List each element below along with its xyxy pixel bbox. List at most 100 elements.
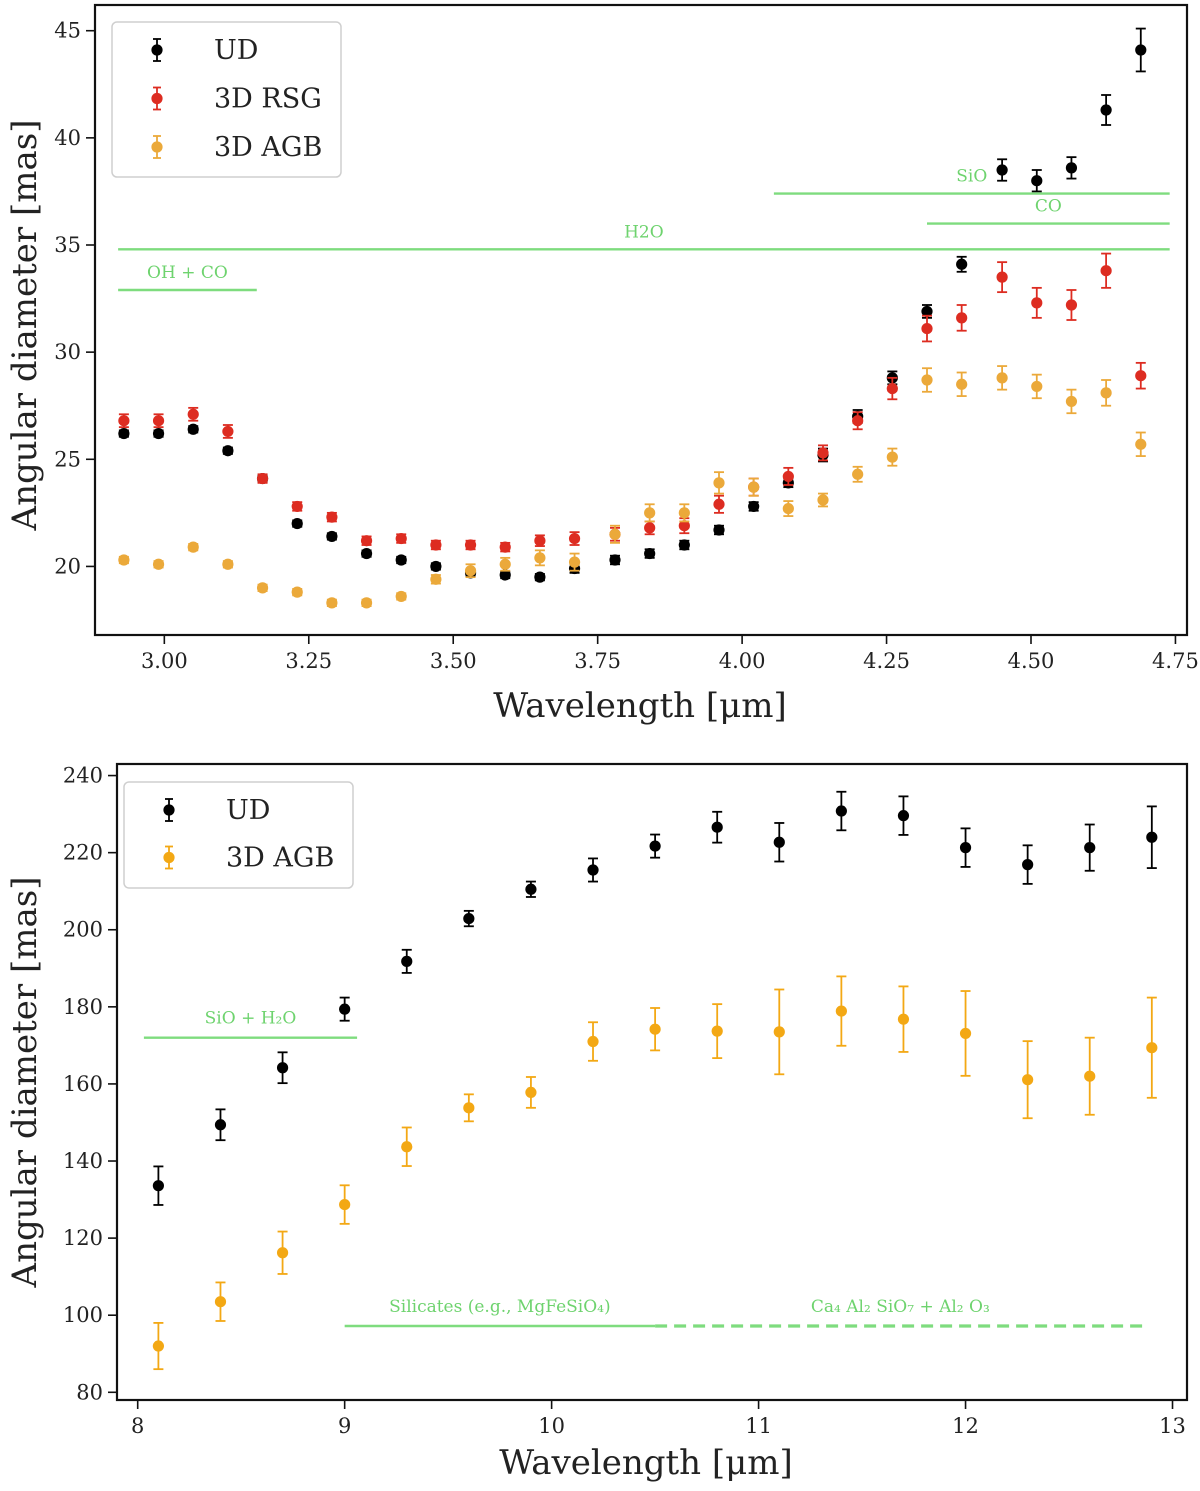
marks-bottom (152, 790, 1158, 1371)
y-tick-label: 180 (63, 995, 103, 1019)
legend-marker (163, 851, 175, 864)
data-point (360, 547, 373, 560)
data-point (996, 164, 1008, 176)
data-point (499, 569, 511, 581)
data-point (395, 554, 407, 566)
data-point (748, 481, 760, 493)
data-point (276, 1062, 289, 1074)
x-tick-label: 11 (745, 1414, 772, 1438)
data-point (1146, 831, 1158, 843)
data-point (401, 1141, 413, 1153)
data-point (430, 560, 442, 573)
band-label: Ca₄ Al₂ SiO₇ + Al₂ O₃ (811, 1297, 990, 1317)
data-point (678, 507, 690, 519)
legend-item: 3D AGB (151, 132, 322, 163)
data-point (897, 1013, 910, 1025)
data-point (649, 840, 661, 852)
data-point (678, 539, 690, 551)
data-point (713, 524, 725, 536)
data-point (773, 836, 785, 848)
data-point (609, 528, 621, 540)
legend-item: 3D AGB (163, 843, 334, 874)
x-tick-label: 4.00 (719, 649, 766, 673)
data-point (835, 1005, 847, 1017)
data-point (276, 1247, 289, 1259)
ticks-top: 3.00 3.25 3.50 3.75 4.00 4.25 4.50 4.75 20 25 30 35… (54, 19, 1199, 673)
data-point (782, 470, 794, 483)
legend-label: 3D AGB (226, 843, 334, 874)
y-tick-label: 35 (54, 233, 81, 257)
data-point (118, 427, 130, 440)
data-point (835, 805, 847, 817)
data-point (152, 558, 165, 570)
data-point (1065, 299, 1078, 311)
y-tick-label: 45 (54, 19, 81, 43)
data-point (649, 1023, 661, 1035)
data-point (956, 312, 968, 324)
legend-bottom: UD 3D AGB (123, 781, 354, 889)
series-ud (118, 27, 1147, 583)
data-point (1100, 104, 1112, 116)
y-tick-label: 220 (63, 841, 103, 865)
data-point (499, 558, 511, 570)
data-point (152, 415, 165, 427)
data-point (463, 912, 475, 925)
data-point (291, 517, 303, 530)
data-point (534, 552, 546, 564)
y-tick-label: 30 (54, 340, 81, 364)
y-tick-label: 120 (63, 1226, 103, 1250)
x-tick-label: 9 (338, 1414, 351, 1438)
data-point (1022, 859, 1034, 871)
data-point (959, 1027, 972, 1040)
data-point (711, 821, 723, 833)
series-3d-agb (118, 365, 1147, 609)
band-label: Silicates (e.g., MgFeSiO₄) (389, 1297, 611, 1317)
legend-box (111, 21, 342, 178)
x-tick-label: 3.00 (141, 649, 188, 673)
data-point (1031, 380, 1043, 393)
data-point (118, 415, 130, 427)
data-point (897, 810, 910, 822)
data-point (996, 372, 1008, 384)
data-point (886, 382, 898, 395)
x-tick-label: 8 (131, 1414, 144, 1438)
data-point (886, 451, 898, 463)
data-point (1022, 1074, 1034, 1086)
data-point (921, 305, 933, 318)
data-point (921, 374, 933, 386)
data-point (463, 1102, 475, 1114)
data-point (118, 554, 130, 566)
data-point (430, 573, 442, 585)
ticks-bottom: 8 9 10 11 12 13 80 100 120 140 160 180 200 220 240 (63, 764, 1186, 1438)
data-point (187, 423, 199, 435)
x-tick-label: 3.50 (430, 649, 477, 673)
data-point (360, 597, 373, 609)
data-point (956, 378, 968, 390)
legend-item: UD (163, 795, 270, 826)
bands-bottom: SiO + H₂O Silicates (e.g., MgFeSiO₄) Ca₄ A… (143, 1009, 1146, 1328)
data-point (782, 502, 794, 515)
data-point (1065, 395, 1078, 408)
data-point (222, 425, 234, 438)
legend-item: 3D RSG (151, 84, 322, 115)
data-point (326, 597, 338, 609)
data-point (152, 427, 165, 440)
legend-marker (151, 44, 163, 56)
data-point (214, 1296, 227, 1308)
data-point (256, 582, 269, 594)
y-tick-label: 140 (63, 1149, 103, 1173)
y-tick-label: 40 (54, 126, 81, 150)
data-point (187, 541, 199, 553)
data-point (360, 535, 373, 547)
y-tick-label: 80 (76, 1380, 103, 1404)
legend-label: 3D AGB (214, 132, 322, 163)
data-point (996, 271, 1008, 283)
data-point (222, 558, 234, 570)
x-tick-label: 10 (538, 1414, 565, 1438)
y-tick-label: 200 (63, 918, 103, 942)
data-point (817, 447, 829, 459)
x-tick-label: 13 (1159, 1414, 1186, 1438)
band-label: SiO (956, 167, 987, 187)
data-point (1135, 44, 1147, 56)
